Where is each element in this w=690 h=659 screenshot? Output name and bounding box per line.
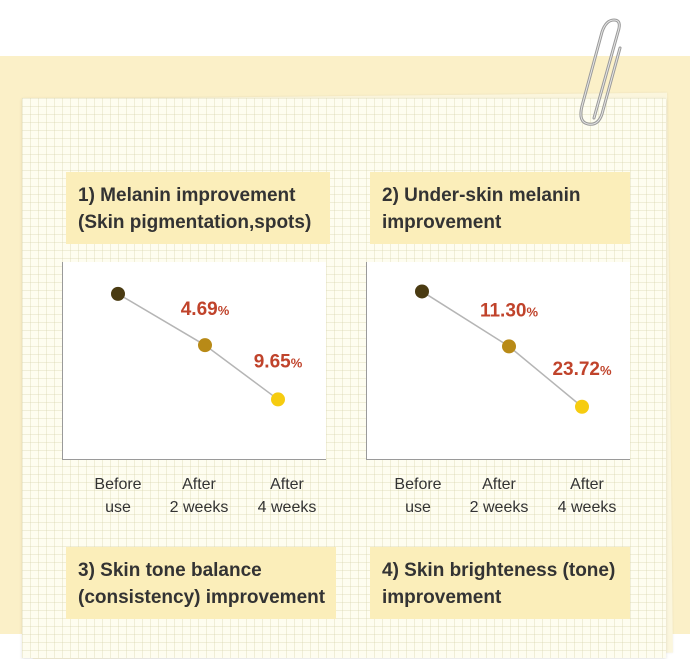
- chart-2-svg: 11.30% 23.72%: [366, 262, 630, 460]
- section-2-label: 2) Under-skin melanin improvement: [370, 172, 630, 244]
- chart-2-x-tick-2: After 2 weeks: [459, 473, 539, 519]
- chart-1-x-tick-3-line-1: After: [270, 476, 304, 493]
- data-label-3: 9.65%: [254, 351, 303, 372]
- section-1-label: 1) Melanin improvement (Skin pigmentatio…: [66, 172, 330, 244]
- data-label-2: 4.69%: [181, 299, 230, 320]
- data-point-2: [502, 339, 516, 354]
- chart-2-x-tick-3: After 4 weeks: [547, 473, 627, 519]
- section-3-title-line-1: 3) Skin tone balance: [78, 560, 262, 581]
- chart-1-x-tick-2-line-1: After: [182, 476, 216, 493]
- section-3-title-line-2: (consistency) improvement: [78, 587, 326, 608]
- data-point-3: [575, 399, 589, 414]
- paperclip-icon: [579, 18, 622, 126]
- chart-2-x-tick-3-line-2: 4 weeks: [557, 499, 617, 516]
- chart-1-x-tick-3-line-2: 4 weeks: [257, 499, 317, 516]
- section-4-title-line-2: improvement: [382, 587, 502, 608]
- data-label-3: 23.72%: [552, 359, 612, 380]
- chart-1-x-tick-1: Before use: [78, 473, 158, 519]
- chart-2-x-tick-1: Before use: [378, 473, 458, 519]
- section-4-title-line-1: 4) Skin brighteness (tone): [382, 560, 616, 581]
- data-point-1: [111, 286, 125, 301]
- chart-2: 11.30% 23.72%: [366, 262, 630, 460]
- chart-1-x-tick-3: After 4 weeks: [247, 473, 327, 519]
- section-4-label: 4) Skin brighteness (tone) improvement: [370, 547, 630, 619]
- section-3-label: 3) Skin tone balance (consistency) impro…: [66, 547, 336, 619]
- chart-2-x-tick-1-line-1: Before: [394, 476, 442, 493]
- chart-1-x-tick-1-line-1: Before: [94, 476, 142, 493]
- chart-2-x-tick-2-line-1: After: [482, 476, 516, 493]
- section-2-title-line-1: 2) Under-skin melanin: [382, 185, 581, 206]
- chart-1-x-tick-2-line-2: 2 weeks: [169, 499, 229, 516]
- plot-area: [62, 262, 326, 460]
- data-point-1: [415, 284, 429, 299]
- data-label-2: 11.30%: [480, 300, 539, 321]
- section-1-title-line-1: 1) Melanin improvement: [78, 185, 296, 206]
- data-point-3: [271, 392, 285, 407]
- chart-2-x-tick-3-line-1: After: [570, 476, 604, 493]
- chart-1: 4.69% 9.65%: [62, 262, 326, 460]
- section-1-title-line-2: (Skin pigmentation,spots): [78, 212, 312, 233]
- section-2-title-line-2: improvement: [382, 212, 502, 233]
- chart-2-x-tick-2-line-2: 2 weeks: [469, 499, 529, 516]
- chart-2-x-tick-1-line-2: use: [405, 499, 431, 516]
- chart-1-x-tick-2: After 2 weeks: [159, 473, 239, 519]
- data-point-2: [198, 338, 212, 353]
- chart-1-svg: 4.69% 9.65%: [62, 262, 326, 460]
- plot-area: [366, 262, 630, 460]
- chart-1-x-tick-1-line-2: use: [105, 499, 131, 516]
